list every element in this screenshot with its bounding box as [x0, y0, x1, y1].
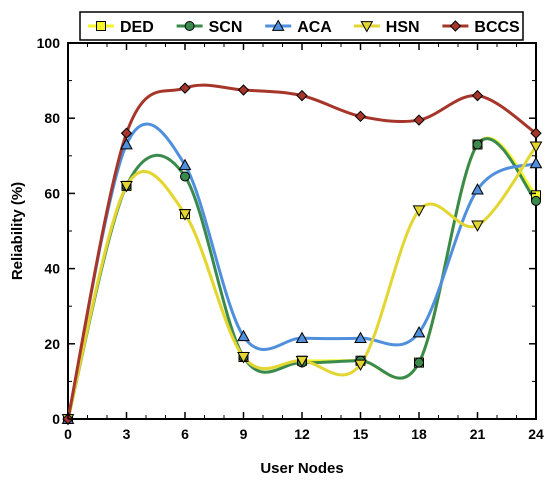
y-tick-label: 80 — [44, 110, 60, 126]
data-point-scn — [414, 357, 424, 368]
data-point-bccs — [471, 89, 484, 102]
data-point-hsn — [412, 205, 426, 217]
data-point-aca — [471, 183, 484, 195]
data-point-bccs — [120, 127, 133, 139]
x-tick-label: 12 — [294, 426, 310, 442]
data-point-aca — [120, 137, 133, 150]
data-point-aca — [295, 331, 309, 344]
data-point-bccs — [179, 82, 191, 94]
x-tick-label: 21 — [470, 426, 486, 442]
series-layer — [61, 82, 543, 426]
data-point-bccs — [413, 114, 425, 126]
data-point-bccs — [237, 84, 250, 96]
data-point-hsn — [120, 180, 133, 193]
x-tick-label: 18 — [411, 426, 427, 442]
y-tick-label: 20 — [44, 336, 60, 352]
y-tick-label: 100 — [37, 35, 61, 51]
y-tick-label: 0 — [52, 411, 60, 427]
legend-label-ded: DED — [120, 19, 154, 36]
data-point-hsn — [354, 359, 367, 372]
data-point-hsn — [471, 220, 484, 232]
data-point-hsn — [178, 209, 192, 221]
data-point-bccs — [354, 110, 367, 123]
x-axis-label: User Nodes — [260, 460, 343, 477]
data-point-hsn — [295, 355, 309, 368]
data-point-aca — [237, 329, 250, 342]
legend-marker-ded — [96, 21, 106, 31]
legend-label-aca: ACA — [297, 19, 332, 36]
data-point-aca — [178, 158, 192, 171]
data-point-aca — [529, 156, 543, 169]
axes-layer: 0 3 6 9 12 15 18 21 24 0 20 40 60 80 100 — [37, 35, 544, 442]
legend-marker-bccs — [449, 20, 462, 32]
data-point-scn — [472, 139, 483, 150]
legend-marker-scn — [184, 21, 195, 31]
legend-marker-hsn — [360, 21, 374, 33]
series-markers — [61, 82, 543, 426]
y-tick-label: 40 — [44, 261, 60, 277]
x-tick-label: 24 — [528, 426, 544, 442]
data-point-hsn — [237, 352, 250, 364]
legend-label-hsn: HSN — [386, 19, 420, 36]
data-point-bccs — [530, 127, 542, 139]
y-tick-label: 60 — [44, 185, 60, 201]
legend-marker-aca — [271, 19, 285, 31]
legend: DED SCN ACA HSN BCCS — [79, 11, 524, 41]
x-tick-label: 9 — [240, 426, 248, 442]
x-tick-label: 0 — [64, 426, 72, 442]
data-point-scn — [180, 171, 190, 182]
x-tick-label: 6 — [181, 426, 189, 442]
x-tick-label: 3 — [123, 426, 131, 442]
x-tick-label: 15 — [353, 426, 369, 442]
data-point-bccs — [296, 89, 308, 102]
series-line-bccs — [68, 83, 536, 419]
data-point-hsn — [529, 141, 543, 153]
y-axis-label: Reliability (%) — [9, 182, 26, 280]
legend-label-scn: SCN — [209, 19, 243, 36]
data-point-aca — [412, 325, 426, 338]
data-point-aca — [354, 331, 367, 344]
legend-label-bccs: BCCS — [474, 19, 520, 36]
data-point-scn — [531, 195, 541, 206]
